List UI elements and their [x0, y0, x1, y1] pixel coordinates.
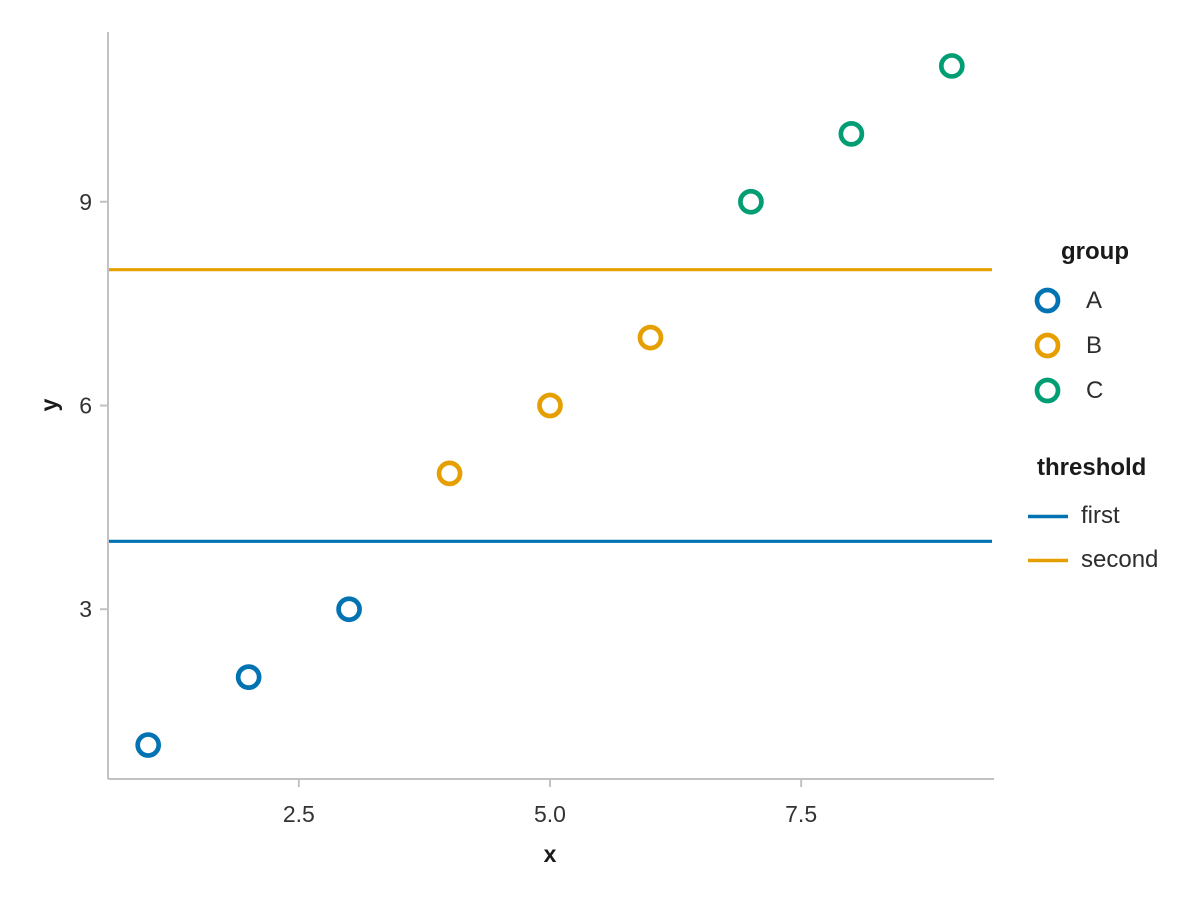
open-circle-swatch-b-icon — [1034, 332, 1061, 359]
legend-item-threshold-second: second — [1028, 538, 1200, 582]
line-swatch-second-icon — [1028, 558, 1068, 562]
data-point-A — [135, 732, 162, 758]
y-axis-title: y — [36, 398, 62, 411]
data-points-layer — [135, 53, 965, 758]
legend-item-group-b: B — [1028, 323, 1200, 368]
open-circle-swatch-a-icon — [1034, 287, 1061, 314]
y-tick-label: 6 — [79, 393, 92, 419]
legend-label-first: first — [1081, 502, 1120, 529]
x-tick-label: 7.5 — [785, 801, 817, 827]
legend-item-threshold-first: first — [1028, 494, 1200, 538]
legend-label-c: C — [1086, 376, 1104, 404]
data-point-C — [738, 188, 764, 215]
legend-group-title: group — [1061, 238, 1129, 265]
legend-threshold-title: threshold — [1037, 454, 1147, 481]
data-point-A — [336, 596, 362, 623]
legend-label-a: A — [1086, 286, 1103, 314]
open-circle-swatch-c-icon — [1034, 377, 1061, 404]
data-point-B — [637, 324, 664, 351]
axes-layer: 2.5 5.0 7.5 3 6 9 — [79, 32, 994, 827]
y-tick-label: 3 — [79, 596, 92, 622]
data-point-B — [436, 460, 463, 487]
data-point-A — [235, 664, 262, 690]
legend-item-group-a: A — [1028, 278, 1200, 323]
x-tick-label: 2.5 — [283, 801, 315, 827]
data-point-C — [938, 53, 965, 79]
y-tick-label: 9 — [79, 189, 92, 215]
legend: group A B C threshold first — [1028, 240, 1200, 582]
data-point-B — [537, 392, 563, 419]
x-axis-title: x — [544, 841, 557, 867]
line-swatch-first-icon — [1028, 514, 1068, 518]
legend-label-b: B — [1086, 331, 1103, 359]
legend-item-group-c: C — [1028, 368, 1200, 413]
x-tick-label: 5.0 — [534, 801, 566, 827]
data-point-C — [838, 121, 865, 147]
legend-label-second: second — [1081, 546, 1159, 573]
threshold-lines-layer — [108, 268, 992, 543]
